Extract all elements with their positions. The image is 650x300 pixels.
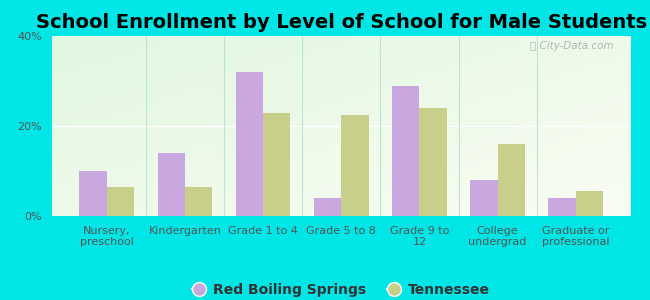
Bar bbox=[314, 198, 341, 216]
Title: School Enrollment by Level of School for Male Students: School Enrollment by Level of School for… bbox=[36, 13, 647, 32]
Bar bbox=[79, 171, 107, 216]
Bar bbox=[185, 187, 213, 216]
Bar bbox=[392, 85, 419, 216]
Bar bbox=[236, 72, 263, 216]
Bar bbox=[419, 108, 447, 216]
Bar bbox=[263, 112, 291, 216]
Legend: Red Boiling Springs, Tennessee: Red Boiling Springs, Tennessee bbox=[187, 278, 495, 300]
Bar bbox=[107, 187, 134, 216]
Bar bbox=[341, 115, 369, 216]
Text: ⓘ City-Data.com: ⓘ City-Data.com bbox=[530, 41, 613, 51]
Bar bbox=[549, 198, 576, 216]
Bar bbox=[470, 180, 498, 216]
Bar bbox=[157, 153, 185, 216]
Bar bbox=[498, 144, 525, 216]
Bar bbox=[576, 191, 603, 216]
